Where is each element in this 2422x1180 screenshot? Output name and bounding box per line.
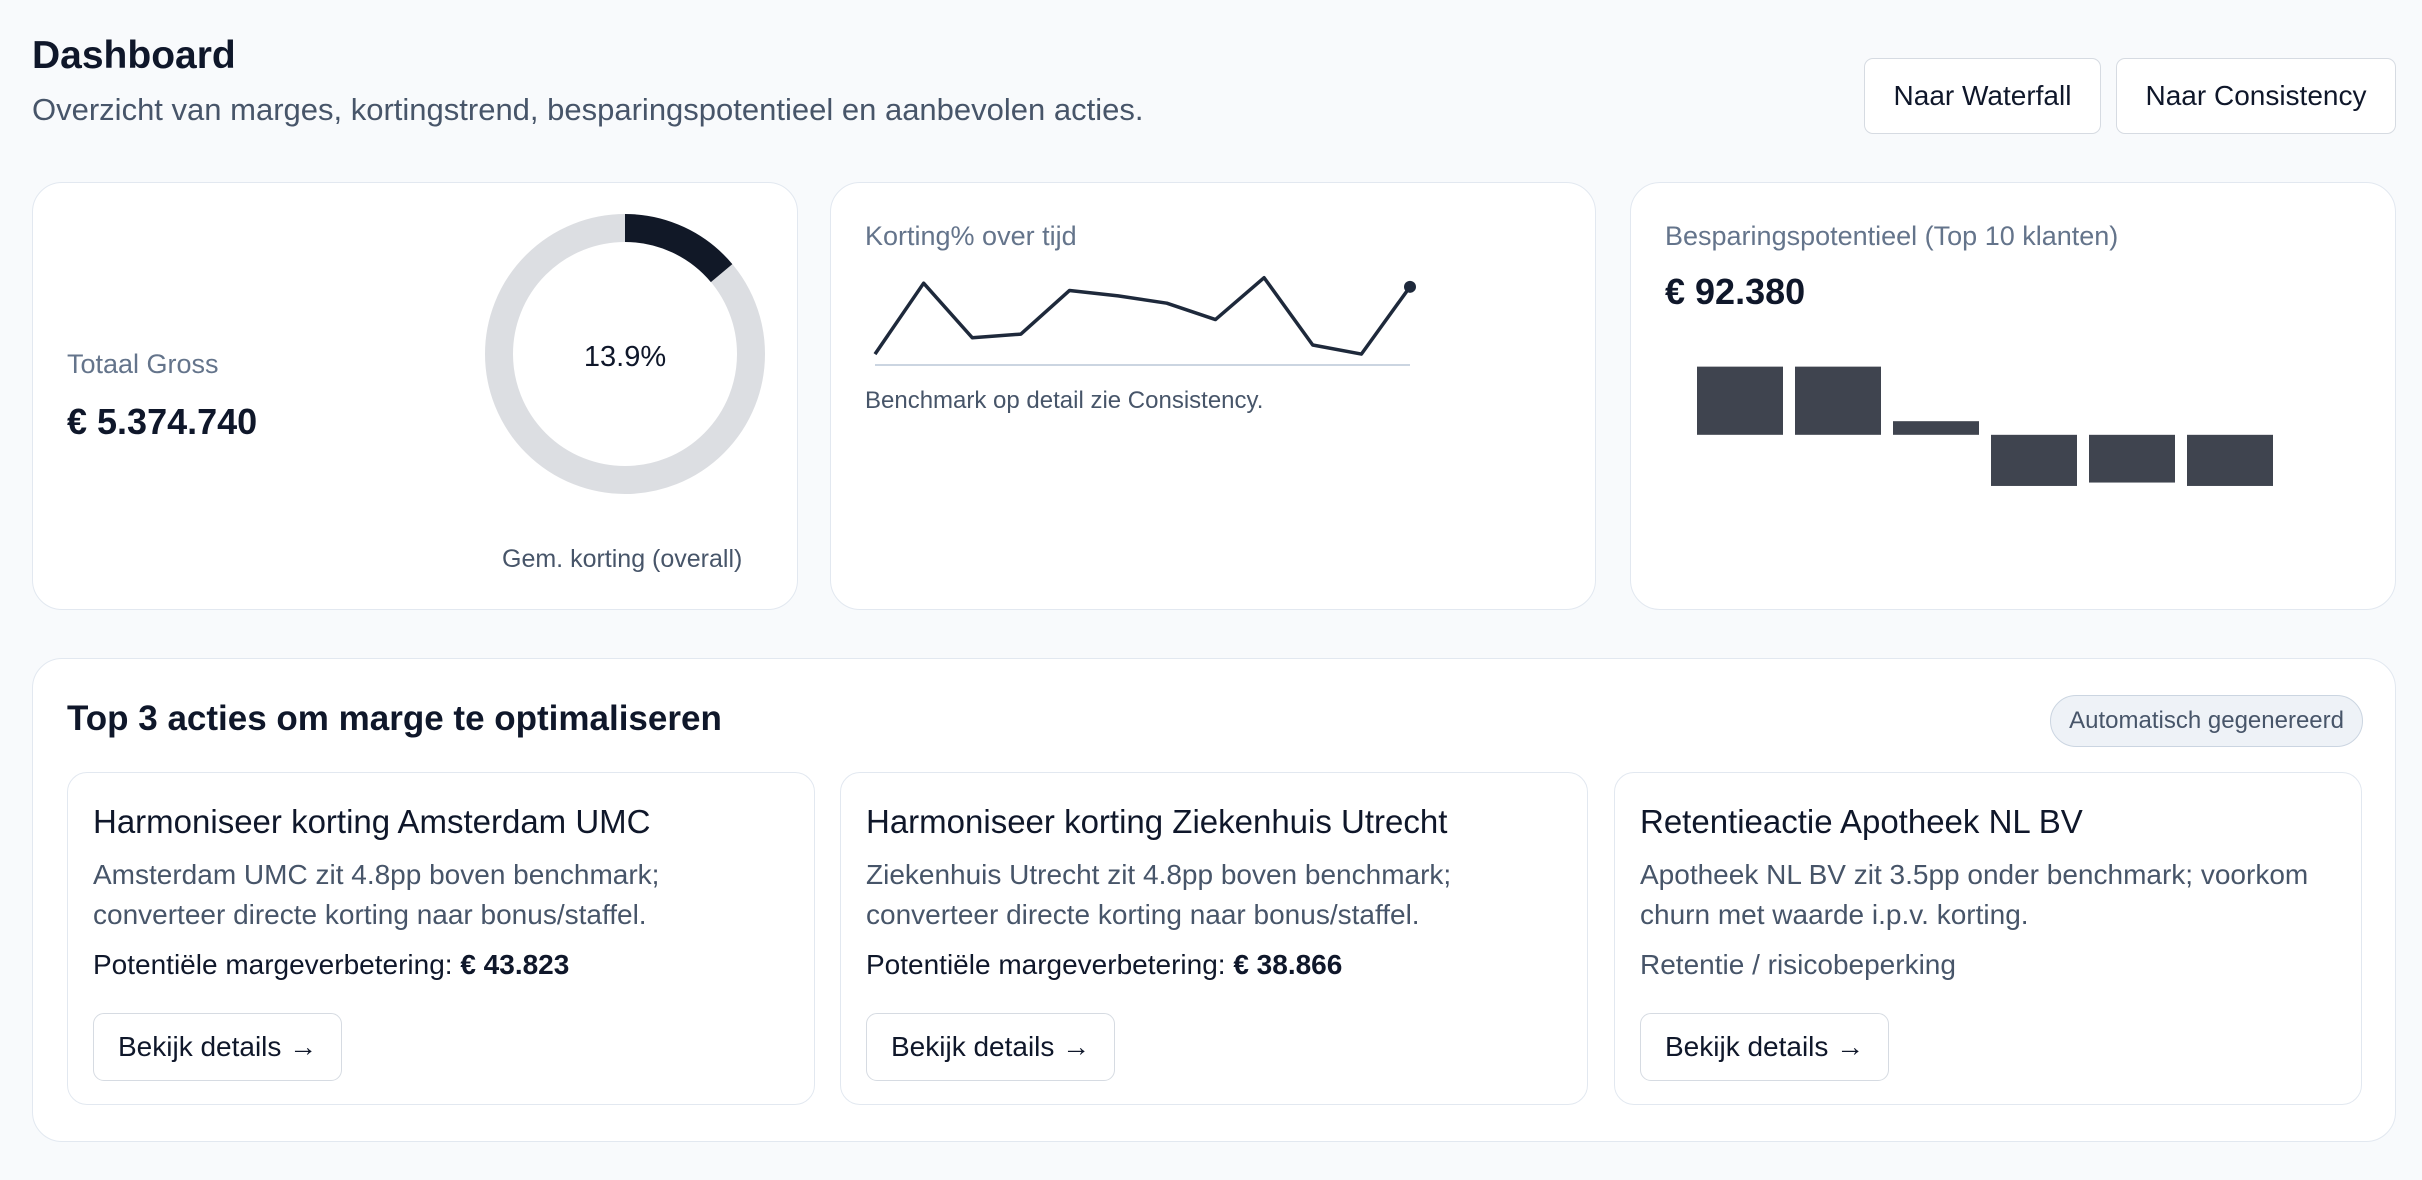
action-tag: Retentie / risicobeperking: [1640, 949, 1956, 980]
action-card: Retentieactie Apotheek NL BV Apotheek NL…: [1614, 772, 2362, 1105]
action-description: Ziekenhuis Utrecht zit 4.8pp boven bench…: [866, 859, 1452, 930]
view-details-button[interactable]: Bekijk details →: [866, 1013, 1116, 1081]
savings-bar: [1795, 366, 1881, 435]
discount-donut: 13.9%: [485, 214, 765, 494]
actions-title: Top 3 acties om marge te optimaliseren: [67, 699, 722, 738]
impact-value: € 38.866: [1233, 949, 1343, 980]
view-details-button[interactable]: Bekijk details →: [93, 1013, 343, 1081]
trend-line: [873, 275, 1412, 356]
waterfall-button[interactable]: Naar Waterfall: [1864, 58, 2101, 134]
action-card: Harmoniseer korting Amsterdam UMC Amster…: [67, 772, 815, 1105]
gross-label: Totaal Gross: [67, 349, 219, 379]
gross-value: € 5.374.740: [67, 401, 258, 442]
savings-card: Besparingspotentieel (Top 10 klanten) € …: [1630, 182, 2396, 610]
action-impact: Potentiële margeverbetering: € 43.823: [93, 949, 569, 981]
savings-bar: [2187, 434, 2273, 486]
donut-caption: Gem. korting (overall): [502, 545, 743, 573]
action-title: Harmoniseer korting Amsterdam UMC: [93, 803, 651, 840]
page-subtitle: Overzicht van marges, kortingstrend, bes…: [32, 92, 1144, 127]
savings-bar: [1991, 434, 2077, 486]
action-impact: Potentiële margeverbetering: € 38.866: [866, 949, 1342, 981]
action-card: Harmoniseer korting Ziekenhuis Utrecht Z…: [840, 772, 1588, 1105]
trend-card: Korting% over tijd Benchmark op detail z…: [830, 182, 1596, 610]
auto-generated-badge: Automatisch gegenereerd: [2050, 695, 2363, 747]
savings-title: Besparingspotentieel (Top 10 klanten): [1665, 221, 2119, 251]
savings-value: € 92.380: [1665, 271, 1806, 312]
kpi-gross-card: Totaal Gross € 5.374.740 13.9% Gem. kort…: [32, 182, 798, 610]
page-title: Dashboard: [32, 34, 236, 77]
trend-title: Korting% over tijd: [865, 221, 1077, 251]
impact-label: Potentiële margeverbetering:: [866, 949, 1226, 980]
impact-value: € 43.823: [460, 949, 570, 980]
action-title: Harmoniseer korting Ziekenhuis Utrecht: [866, 803, 1448, 840]
trend-chart: [873, 275, 1416, 366]
donut-fill: [485, 214, 765, 494]
savings-bar: [1893, 421, 1979, 435]
impact-label: Potentiële margeverbetering:: [93, 949, 453, 980]
actions-section: Top 3 acties om marge te optimaliseren A…: [32, 658, 2396, 1142]
donut-center-label: 13.9%: [584, 341, 666, 373]
savings-bar: [2089, 434, 2175, 483]
savings-bar-chart: [1697, 366, 2273, 486]
action-description: Apotheek NL BV zit 3.5pp onder benchmark…: [1640, 859, 2309, 930]
trend-point: [1404, 280, 1416, 293]
trend-note: Benchmark op detail zie Consistency.: [865, 387, 1264, 414]
action-description: Amsterdam UMC zit 4.8pp boven benchmark;…: [93, 859, 660, 930]
view-details-button[interactable]: Bekijk details →: [1640, 1013, 1890, 1081]
action-title: Retentieactie Apotheek NL BV: [1640, 803, 2083, 840]
consistency-button[interactable]: Naar Consistency: [2116, 58, 2396, 134]
savings-bar: [1697, 366, 1783, 435]
